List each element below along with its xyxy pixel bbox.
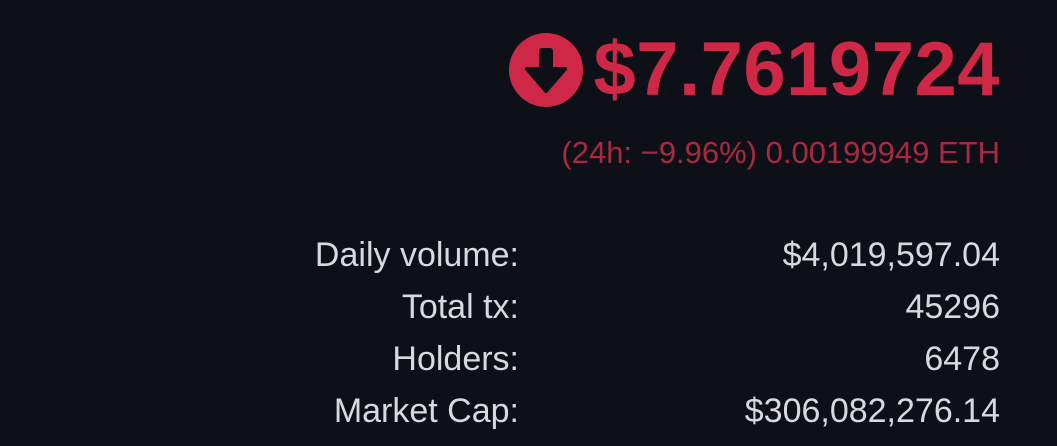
token-stats: Daily volume: $4,019,597.04 Total tx: 45… [0,232,1057,440]
arrow-down-circle-icon [509,33,584,107]
market-cap-label: Market Cap: [333,392,519,430]
total-tx-label: Total tx: [401,288,519,326]
market-cap-value: $306,082,276.14 [744,392,1000,430]
stat-row-holders: Holders: 6478 [0,336,1057,388]
holders-value: 6478 [924,340,1000,378]
stat-row-market-cap: Market Cap: $306,082,276.14 [0,388,1057,440]
daily-volume-value: $4,019,597.04 [782,236,1000,274]
stat-row-total-tx: Total tx: 45296 [0,284,1057,336]
holders-label: Holders: [392,340,519,378]
stat-row-daily-volume: Daily volume: $4,019,597.04 [0,232,1057,284]
price-header: $7.7619724 [509,30,1000,110]
price-change-24h: (24h: −9.96%) 0.00199949 ETH [561,135,1000,170]
daily-volume-label: Daily volume: [314,236,519,274]
token-price: $7.7619724 [593,27,1000,112]
total-tx-value: 45296 [905,288,1000,326]
